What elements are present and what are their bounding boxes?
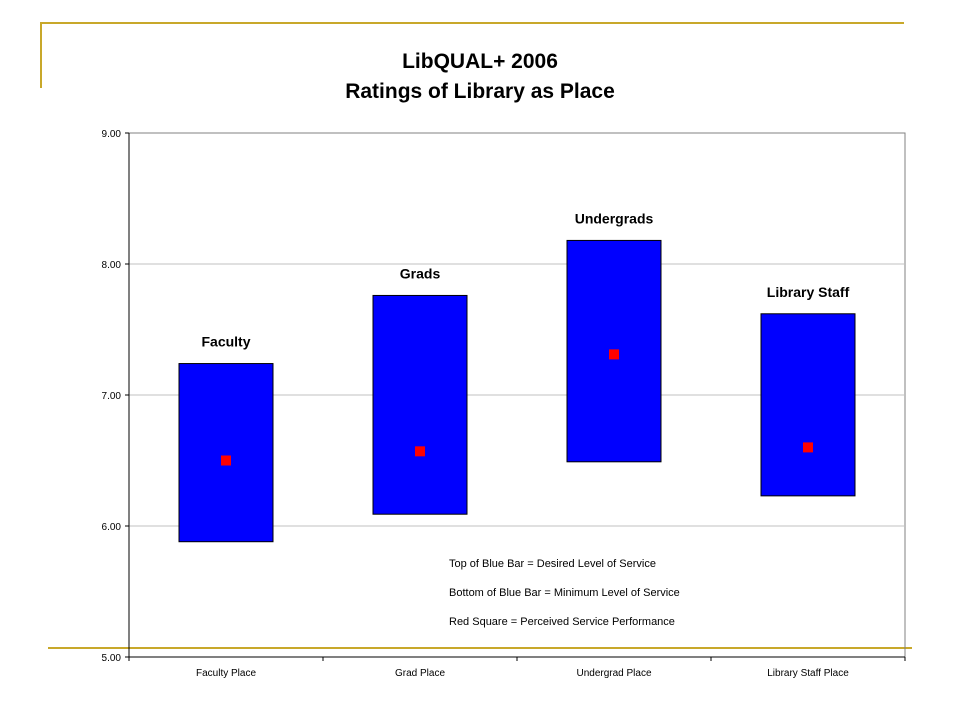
range-bar bbox=[372, 294, 468, 515]
slide-top-rule bbox=[40, 22, 904, 24]
legend-note: Bottom of Blue Bar = Minimum Level of Se… bbox=[449, 587, 680, 599]
axes: 5.00 6.00 7.00 8.00 9.00 Faculty Place Grad Pl… bbox=[102, 129, 906, 679]
x-tick-label: Grad Place bbox=[395, 668, 445, 679]
slide-left-rule bbox=[40, 22, 42, 88]
y-tick-label: 9.00 bbox=[102, 129, 122, 140]
legend-note: Top of Blue Bar = Desired Level of Servi… bbox=[449, 558, 656, 570]
perceived-point bbox=[803, 442, 813, 453]
perceived-point bbox=[609, 349, 619, 360]
slide-bottom-rule bbox=[48, 647, 912, 649]
group-label: Faculty bbox=[201, 334, 250, 350]
group-label: Grads bbox=[400, 265, 441, 281]
range-bar bbox=[178, 363, 274, 543]
chart-title-line-1: LibQUAL+ 2006 bbox=[402, 50, 558, 73]
y-tick-label: 5.00 bbox=[102, 653, 122, 664]
perceived-point bbox=[415, 446, 425, 457]
legend-note: Red Square = Perceived Service Performan… bbox=[449, 616, 675, 628]
y-tick-label: 7.00 bbox=[102, 391, 122, 402]
x-tick-label: Undergrad Place bbox=[576, 668, 651, 679]
y-tick-label: 8.00 bbox=[102, 260, 122, 271]
perceived-point bbox=[221, 455, 231, 466]
chart-title-line-2: Ratings of Library as Place bbox=[345, 80, 615, 103]
x-tick-label: Faculty Place bbox=[196, 668, 256, 679]
group-label: Undergrads bbox=[575, 210, 654, 226]
range-bars: Faculty Grads Undergrads Library Staff bbox=[178, 210, 856, 543]
range-bar bbox=[760, 313, 856, 497]
x-tick-label: Library Staff Place bbox=[767, 668, 849, 679]
legend-notes: Top of Blue Bar = Desired Level of Servi… bbox=[449, 558, 680, 628]
group-label: Library Staff bbox=[767, 284, 850, 300]
y-tick-label: 6.00 bbox=[102, 522, 122, 533]
